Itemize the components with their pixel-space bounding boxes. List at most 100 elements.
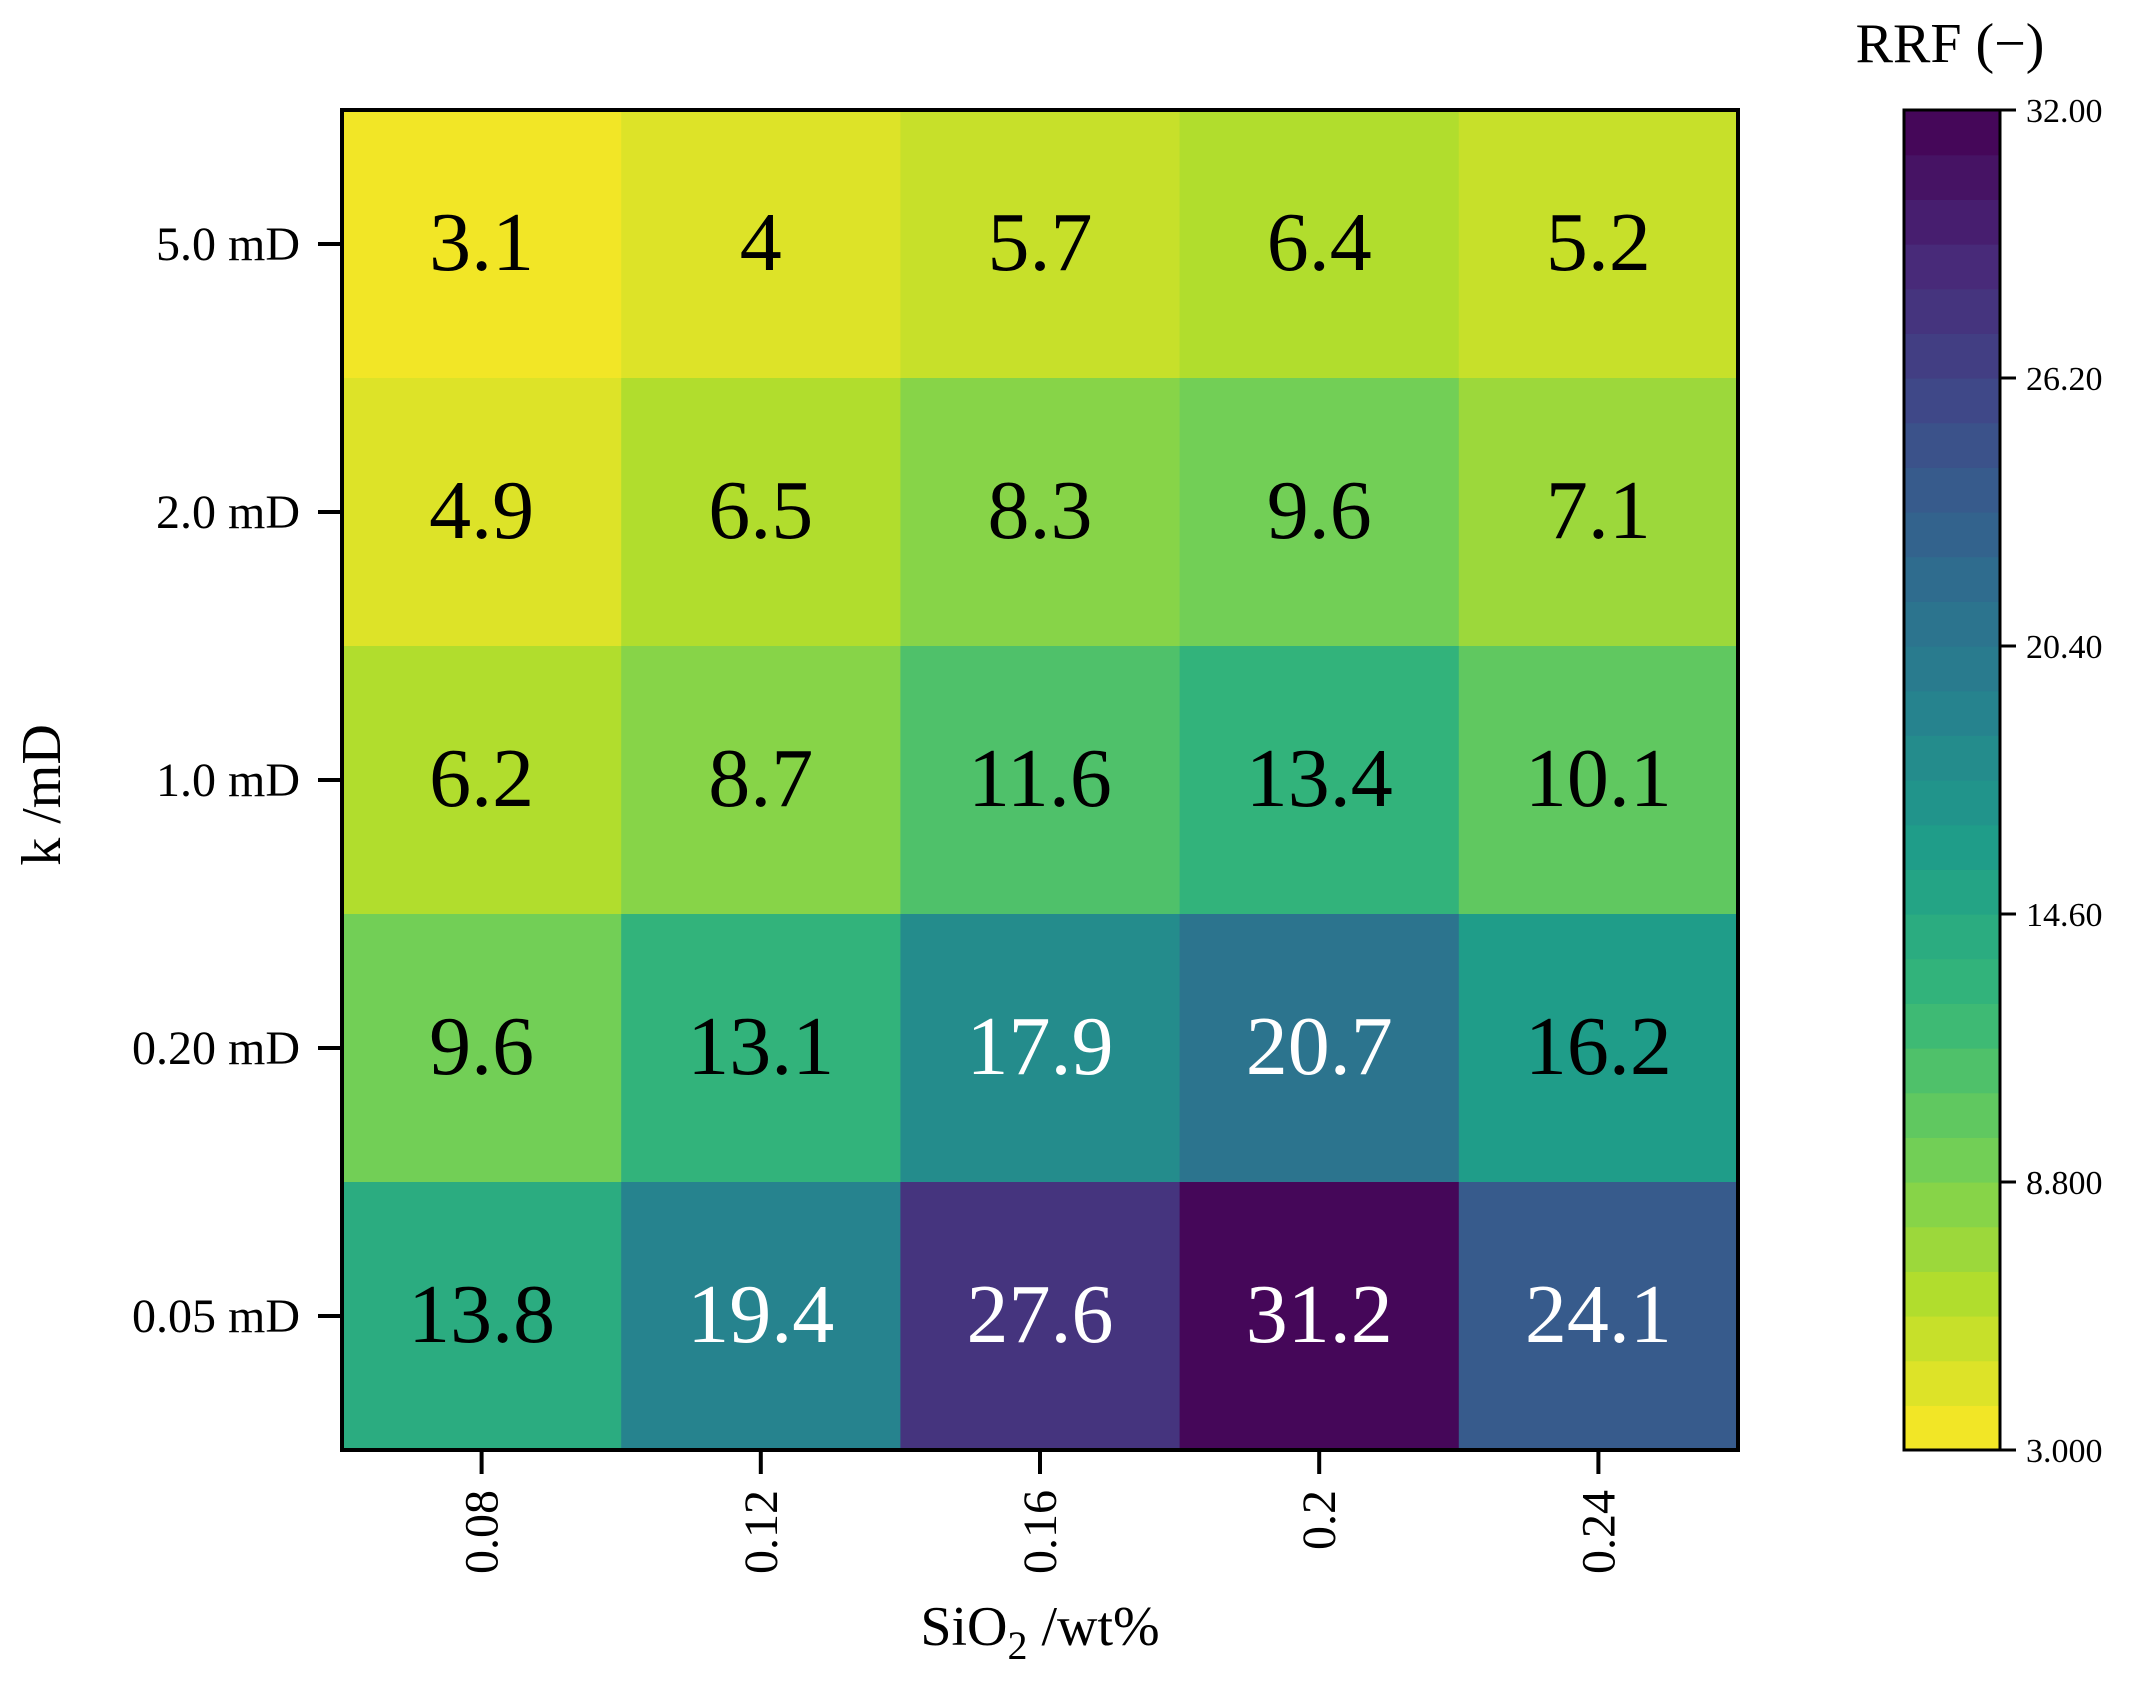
cell-value-label: 7.1 — [1546, 464, 1651, 557]
cell-value-label: 8.7 — [708, 732, 813, 825]
cell-value-label: 6.4 — [1267, 196, 1372, 289]
cell-value-label: 24.1 — [1525, 1268, 1672, 1361]
heatmap-cell — [900, 1182, 1181, 1451]
heatmap-cell — [1179, 378, 1460, 647]
heatmap-cell — [900, 110, 1181, 379]
colorbar-segment — [1904, 1182, 2000, 1228]
cell-value-label: 16.2 — [1525, 1000, 1672, 1093]
heatmap-cell — [1179, 646, 1460, 915]
cell-value-label: 13.4 — [1246, 732, 1393, 825]
x-axis-label-rest: /wt% — [1027, 1596, 1159, 1658]
colorbar-segment — [1904, 958, 2000, 1004]
colorbar-segment — [1904, 1137, 2000, 1183]
heatmap-cell-labels: 3.1 4 5.7 6.4 5.2 4.9 6.5 8.3 9.6 7.1 6.2 8.7 11.6 13… — [408, 196, 1672, 1361]
colorbar-segment — [1904, 1003, 2000, 1049]
cell-value-label: 11.6 — [968, 732, 1112, 825]
heatmap-cell — [621, 646, 901, 915]
colorbar-segment — [1904, 333, 2000, 379]
cell-value-label: 8.3 — [988, 464, 1093, 557]
colorbar-segment — [1904, 1316, 2000, 1362]
y-axis-label: k /mD — [11, 724, 73, 866]
heatmap-cell — [900, 646, 1181, 915]
x-tick-label: 0.16 — [1014, 1490, 1067, 1574]
colorbar-tick-label: 3.000 — [2026, 1433, 2103, 1470]
colorbar-segment — [1904, 1226, 2000, 1272]
y-tick-label: 0.05 mD — [132, 1290, 300, 1343]
heatmap-cell — [1179, 110, 1460, 379]
x-tick-label: 0.12 — [735, 1490, 788, 1574]
colorbar-tick-label: 8.800 — [2026, 1165, 2103, 1202]
colorbar-segment — [1904, 512, 2000, 558]
colorbar-tick-label: 20.40 — [2026, 629, 2103, 666]
colorbar-segment — [1904, 780, 2000, 826]
colorbar-frame — [1902, 108, 2002, 1452]
heatmap-cell — [1179, 1182, 1460, 1451]
heatmap-cell — [1458, 110, 1739, 379]
x-tick-label: 0.08 — [456, 1490, 509, 1574]
cell-value-label: 3.1 — [429, 196, 534, 289]
heatmap-cell — [1179, 914, 1460, 1183]
colorbar-segment — [1904, 690, 2000, 736]
colorbar-tick-label: 32.00 — [2026, 93, 2103, 130]
y-tick-label: 1.0 mD — [156, 754, 300, 807]
colorbar-segment — [1904, 1360, 2000, 1406]
cell-value-label: 13.1 — [687, 1000, 834, 1093]
heatmap-cell — [1458, 378, 1739, 647]
heatmap-cell — [1458, 646, 1739, 915]
heatmap-cell — [1458, 1182, 1739, 1451]
cell-value-label: 6.5 — [708, 464, 813, 557]
heatmap-cell — [342, 646, 622, 915]
cell-value-label: 19.4 — [687, 1268, 834, 1361]
x-tick-label: 0.24 — [1572, 1490, 1625, 1574]
heatmap-cell — [342, 1182, 622, 1451]
cell-value-label: 4 — [740, 196, 782, 289]
colorbar-segment — [1904, 869, 2000, 915]
colorbar-segment — [1904, 1092, 2000, 1138]
colorbar-segment — [1904, 914, 2000, 960]
colorbar-segment — [1904, 646, 2000, 692]
colorbar-tick-label: 14.60 — [2026, 897, 2103, 934]
colorbar-segment — [1904, 1405, 2000, 1451]
colorbar-segment — [1904, 1048, 2000, 1094]
colorbar-tick-label: 26.20 — [2026, 361, 2103, 398]
x-tick-label: 0.2 — [1293, 1490, 1346, 1550]
cell-value-label: 27.6 — [967, 1268, 1114, 1361]
x-axis-label-subscript: 2 — [1007, 1623, 1027, 1668]
heatmap-cell — [1458, 914, 1739, 1183]
cell-value-label: 5.7 — [988, 196, 1093, 289]
colorbar-segment — [1904, 1271, 2000, 1317]
colorbar-segment — [1904, 601, 2000, 647]
heatmap-cell — [621, 1182, 901, 1451]
x-axis-label: SiO2 /wt% — [920, 1596, 1159, 1668]
heatmap-cell — [621, 110, 901, 379]
colorbar-segment — [1904, 199, 2000, 245]
colorbar-segment — [1904, 556, 2000, 602]
cell-value-label: 6.2 — [429, 732, 534, 825]
colorbar: 32.00 26.20 20.40 14.60 8.800 3.000 — [1902, 93, 2103, 1470]
heatmap-cells — [342, 110, 1739, 1451]
y-tick-label: 2.0 mD — [156, 486, 300, 539]
cell-value-label: 13.8 — [408, 1268, 555, 1361]
y-tick-label: 0.20 mD — [132, 1022, 300, 1075]
colorbar-segment — [1904, 378, 2000, 424]
cell-value-label: 17.9 — [967, 1000, 1114, 1093]
x-axis-label-main: SiO — [920, 1596, 1007, 1658]
cell-value-label: 10.1 — [1525, 732, 1672, 825]
heatmap-cell — [621, 914, 901, 1183]
heatmap-cell — [621, 378, 901, 647]
cell-value-label: 9.6 — [1267, 464, 1372, 557]
colorbar-segment — [1904, 154, 2000, 200]
heatmap-cell — [900, 914, 1181, 1183]
cell-value-label: 9.6 — [429, 1000, 534, 1093]
cell-value-label: 4.9 — [429, 464, 534, 557]
x-axis: 0.08 0.12 0.16 0.2 0.24 — [456, 1450, 1625, 1574]
cell-value-label: 20.7 — [1246, 1000, 1393, 1093]
y-axis: 5.0 mD 2.0 mD 1.0 mD 0.20 mD 0.05 mD — [132, 218, 342, 1343]
colorbar-title: RRF (−) — [1856, 13, 2045, 75]
colorbar-segment — [1904, 110, 2000, 156]
y-tick-label: 5.0 mD — [156, 218, 300, 271]
colorbar-segment — [1904, 288, 2000, 334]
colorbar-segment — [1904, 824, 2000, 870]
colorbar-segment — [1904, 422, 2000, 468]
